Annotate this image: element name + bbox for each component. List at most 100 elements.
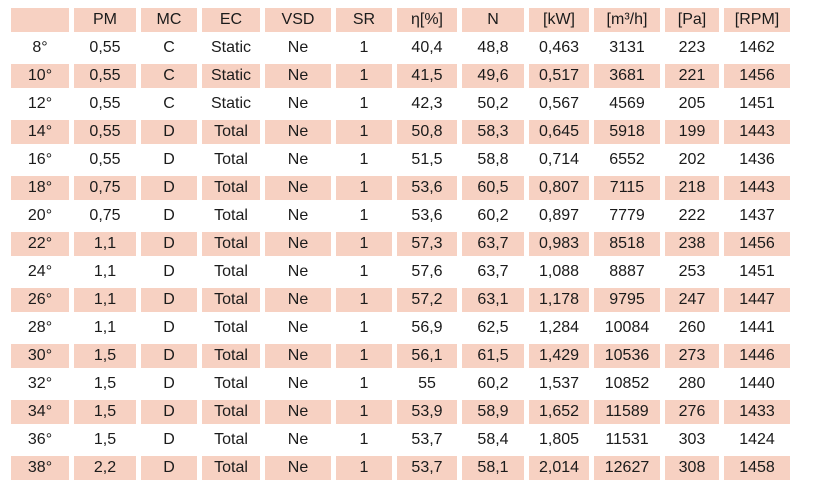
value-cell: 63,7	[477, 263, 509, 280]
value-cell: 1	[336, 400, 392, 424]
value-cell: 7115	[594, 176, 660, 200]
value-cell: 0,983	[529, 232, 589, 256]
value-cell: 0,463	[538, 39, 580, 56]
table-row: 22° 1,1 D Total Ne 1 57,3 63,7 0,983 8518 238 1456	[11, 232, 790, 256]
value-cell: 1451	[739, 263, 775, 280]
angle-cell: 8°	[32, 39, 48, 56]
value-cell: 1433	[724, 400, 790, 424]
table-row: 10° 0,55 C Static Ne 1 41,5 49,6 0,517 3681 221 145…	[11, 64, 790, 88]
angle-cell: 16°	[27, 151, 53, 168]
value-cell: Total	[214, 263, 248, 280]
value-cell: 3131	[609, 39, 645, 56]
value-cell: 1	[336, 120, 392, 144]
value-cell: 1,1	[74, 288, 136, 312]
column-header: η[%]	[397, 8, 457, 32]
value-cell: C	[141, 64, 197, 88]
value-cell: Static	[210, 39, 251, 56]
column-header: VSD	[265, 8, 331, 32]
value-cell: 1	[336, 232, 392, 256]
value-cell: 1,5	[93, 431, 117, 448]
value-cell: 0,55	[89, 39, 121, 56]
value-cell: Total	[202, 120, 260, 144]
value-cell: 58,3	[462, 120, 524, 144]
value-cell: 1	[359, 39, 369, 56]
angle-cell: 24°	[27, 263, 53, 280]
value-cell: D	[163, 431, 175, 448]
value-cell: 1424	[739, 431, 775, 448]
value-cell: Static	[202, 64, 260, 88]
value-cell: 6552	[609, 151, 645, 168]
value-cell: Ne	[287, 39, 309, 56]
angle-cell: 32°	[27, 375, 53, 392]
value-cell: 61,5	[462, 344, 524, 368]
value-cell: Ne	[265, 288, 331, 312]
table-row: 34° 1,5 D Total Ne 1 53,9 58,9 1,652 11589 276 1433	[11, 400, 790, 424]
table-row: 8° 0,55 C Static Ne 1 40,4 48,8 0,463 3131 223 1462	[11, 36, 790, 60]
value-cell: 7779	[609, 207, 645, 224]
angle-cell: 34°	[11, 400, 69, 424]
value-cell: 1,088	[538, 263, 580, 280]
value-cell: D	[141, 120, 197, 144]
value-cell: Total	[202, 288, 260, 312]
value-cell: 1	[359, 151, 369, 168]
value-cell: 308	[665, 456, 719, 480]
table-row: 30° 1,5 D Total Ne 1 56,1 61,5 1,429 10536 273 1446	[11, 344, 790, 368]
header-row: PM MC EC VSD SR η[%] N [kW] [m³/h] [Pa] [RPM]	[11, 8, 790, 32]
value-cell: 1,284	[538, 319, 580, 336]
value-cell: 60,2	[477, 207, 509, 224]
angle-cell: 26°	[11, 288, 69, 312]
value-cell: 276	[665, 400, 719, 424]
value-cell: 5918	[594, 120, 660, 144]
value-cell: 56,1	[397, 344, 457, 368]
table-row: 14° 0,55 D Total Ne 1 50,8 58,3 0,645 5918 199 1443	[11, 120, 790, 144]
table-row: 24° 1,1 D Total Ne 1 57,6 63,7 1,088 8887 253 1451	[11, 260, 790, 284]
value-cell: 12627	[594, 456, 660, 480]
column-header: [Pa]	[665, 8, 719, 32]
value-cell: 199	[665, 120, 719, 144]
value-cell: 63,1	[462, 288, 524, 312]
value-cell: 8518	[594, 232, 660, 256]
value-cell: 1437	[739, 207, 775, 224]
value-cell: 57,6	[411, 263, 443, 280]
column-header: MC	[141, 8, 197, 32]
value-cell: 1	[359, 95, 369, 112]
angle-cell: 18°	[11, 176, 69, 200]
value-cell: 0,714	[538, 151, 580, 168]
value-cell: Ne	[265, 232, 331, 256]
value-cell: 0,517	[529, 64, 589, 88]
value-cell: 11531	[605, 431, 649, 448]
value-cell: 58,9	[462, 400, 524, 424]
value-cell: 218	[665, 176, 719, 200]
value-cell: 0,75	[74, 176, 136, 200]
value-cell: 1	[359, 431, 369, 448]
value-cell: 1,5	[93, 375, 117, 392]
value-cell: 303	[678, 431, 706, 448]
value-cell: 10536	[594, 344, 660, 368]
value-cell: Total	[214, 207, 248, 224]
value-cell: 1447	[724, 288, 790, 312]
value-cell: 1,5	[74, 400, 136, 424]
angle-cell: 14°	[11, 120, 69, 144]
value-cell: 60,5	[462, 176, 524, 200]
value-cell: D	[163, 207, 175, 224]
value-cell: 55	[418, 375, 436, 392]
column-header: [kW]	[529, 8, 589, 32]
table-row: 28° 1,1 D Total Ne 1 56,9 62,5 1,284 10084 260 1441	[11, 316, 790, 340]
angle-cell: 10°	[11, 64, 69, 88]
value-cell: 1,1	[93, 263, 117, 280]
angle-cell: 36°	[27, 431, 53, 448]
value-cell: 1443	[724, 120, 790, 144]
value-cell: Ne	[287, 95, 309, 112]
value-cell: 280	[678, 375, 706, 392]
table-row: 18° 0,75 D Total Ne 1 53,6 60,5 0,807 7115 218 1443	[11, 176, 790, 200]
value-cell: 53,7	[411, 431, 443, 448]
value-cell: 62,5	[477, 319, 509, 336]
value-cell: 4569	[609, 95, 645, 112]
value-cell: Ne	[265, 400, 331, 424]
value-cell: 1,1	[93, 319, 117, 336]
value-cell: 1440	[739, 375, 775, 392]
table-row: 36° 1,5 D Total Ne 1 53,7 58,4 1,805 11531 303 1424	[11, 428, 790, 452]
value-cell: 1,5	[74, 344, 136, 368]
value-cell: D	[163, 263, 175, 280]
value-cell: 53,6	[411, 207, 443, 224]
